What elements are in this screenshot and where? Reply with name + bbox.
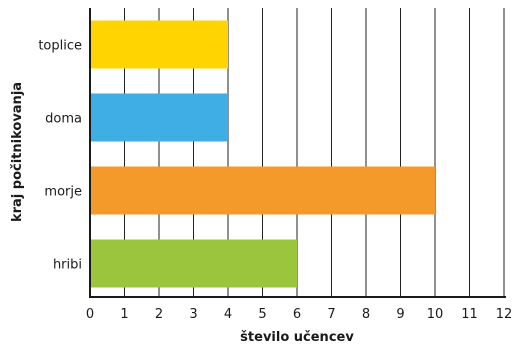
y-axis-label: kraj počitnikovanja [10, 82, 25, 222]
bar-doma [90, 93, 228, 142]
bars [90, 20, 435, 288]
x-tick-labels: 0 1 2 3 4 5 6 7 8 9 10 11 12 [86, 307, 512, 322]
x-tick-label: 8 [362, 307, 370, 322]
x-tick-label: 1 [120, 307, 128, 322]
category-labels: toplice doma morje hribi [38, 39, 82, 273]
category-label-morje: morje [44, 185, 82, 200]
x-tick-label: 4 [224, 307, 232, 322]
x-tick-label: 2 [155, 307, 163, 322]
x-tick-label: 11 [461, 307, 478, 322]
x-tick-label: 10 [427, 307, 444, 322]
bar-morje [90, 166, 435, 215]
x-tick-label: 12 [496, 307, 513, 322]
category-label-toplice: toplice [38, 39, 82, 54]
x-tick-label: 6 [293, 307, 301, 322]
x-tick-label: 9 [396, 307, 404, 322]
category-label-doma: doma [45, 112, 82, 127]
x-tick-label: 3 [189, 307, 197, 322]
x-tick-label: 7 [327, 307, 335, 322]
x-axis-label: število učencev [240, 330, 354, 345]
x-tick-label: 0 [86, 307, 94, 322]
bar-hribi [90, 239, 297, 288]
axes [89, 8, 506, 298]
bar-toplice [90, 20, 228, 69]
x-tick-label: 5 [258, 307, 266, 322]
category-label-hribi: hribi [53, 258, 82, 273]
